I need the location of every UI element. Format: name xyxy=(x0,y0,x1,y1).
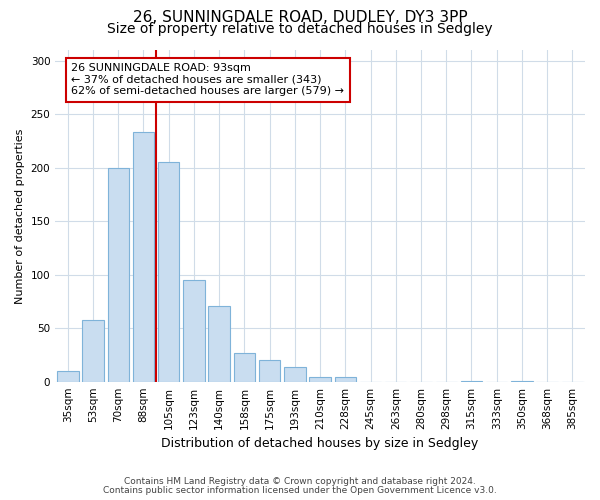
Bar xyxy=(133,132,154,382)
Bar xyxy=(310,378,331,382)
Bar xyxy=(233,353,255,382)
Bar xyxy=(183,280,205,382)
Bar xyxy=(335,378,356,382)
Bar xyxy=(158,162,179,382)
Bar xyxy=(461,380,482,382)
Text: 26 SUNNINGDALE ROAD: 93sqm
← 37% of detached houses are smaller (343)
62% of sem: 26 SUNNINGDALE ROAD: 93sqm ← 37% of deta… xyxy=(71,64,344,96)
Bar xyxy=(82,320,104,382)
Bar xyxy=(284,366,305,382)
Text: Contains HM Land Registry data © Crown copyright and database right 2024.: Contains HM Land Registry data © Crown c… xyxy=(124,477,476,486)
Bar xyxy=(57,371,79,382)
X-axis label: Distribution of detached houses by size in Sedgley: Distribution of detached houses by size … xyxy=(161,437,479,450)
Y-axis label: Number of detached properties: Number of detached properties xyxy=(15,128,25,304)
Text: Contains public sector information licensed under the Open Government Licence v3: Contains public sector information licen… xyxy=(103,486,497,495)
Text: Size of property relative to detached houses in Sedgley: Size of property relative to detached ho… xyxy=(107,22,493,36)
Bar xyxy=(259,360,280,382)
Bar xyxy=(107,168,129,382)
Bar xyxy=(511,380,533,382)
Bar xyxy=(208,306,230,382)
Text: 26, SUNNINGDALE ROAD, DUDLEY, DY3 3PP: 26, SUNNINGDALE ROAD, DUDLEY, DY3 3PP xyxy=(133,10,467,25)
